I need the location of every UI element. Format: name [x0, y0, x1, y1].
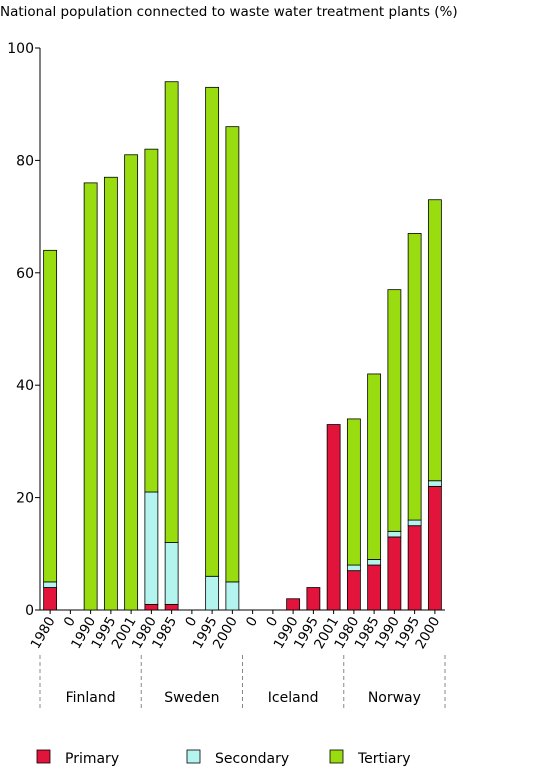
- bar-primary: [326, 424, 341, 611]
- bar-primary: [367, 564, 382, 611]
- bar-secondary: [387, 530, 402, 538]
- bar-tertiary: [83, 182, 98, 611]
- bars: [43, 81, 442, 611]
- y-tick-label: 80: [16, 153, 34, 169]
- bar-primary: [407, 525, 422, 611]
- bar-primary: [286, 598, 301, 611]
- bar-secondary: [346, 564, 361, 572]
- y-tick-label: 100: [7, 41, 34, 57]
- x-tick-label: 0: [182, 614, 200, 629]
- legend-label-secondary: Secondary: [215, 751, 289, 767]
- legend-label-tertiary: Tertiary: [357, 751, 411, 767]
- x-tick-label: 0: [243, 614, 261, 629]
- bar-secondary: [225, 581, 240, 611]
- bar-primary: [43, 587, 58, 611]
- legend-swatch-primary: [36, 749, 51, 764]
- bar-secondary: [164, 542, 179, 605]
- legend-swatch-secondary: [186, 749, 201, 764]
- bar-primary: [387, 536, 402, 611]
- legend: Primary Secondary Tertiary: [36, 749, 411, 767]
- bar-primary: [427, 485, 442, 611]
- x-tick-label: 0: [263, 614, 281, 629]
- x-tick-label: 0: [61, 614, 79, 629]
- y-tick-label: 20: [16, 491, 34, 507]
- bar-primary: [346, 570, 361, 611]
- bar-tertiary: [346, 418, 361, 566]
- bar-tertiary: [103, 176, 118, 611]
- legend-label-primary: Primary: [65, 751, 119, 767]
- bar-secondary: [427, 480, 442, 487]
- bar-tertiary: [43, 249, 58, 583]
- y-tick-label: 0: [25, 603, 34, 619]
- bar-tertiary: [124, 154, 139, 611]
- bar-primary: [306, 587, 321, 611]
- group-label-finland: Finland: [66, 690, 116, 706]
- bar-tertiary: [407, 233, 422, 521]
- bar-primary: [164, 603, 179, 611]
- bar-tertiary: [205, 86, 220, 577]
- bar-tertiary: [225, 126, 240, 583]
- x-tick-label: 1980: [28, 614, 59, 652]
- bar-secondary: [367, 559, 382, 566]
- bar-tertiary: [387, 289, 402, 532]
- bar-tertiary: [427, 199, 442, 482]
- bar-tertiary: [164, 81, 179, 543]
- group-label-sweden: Sweden: [164, 690, 219, 706]
- bar-secondary: [205, 575, 220, 611]
- bar-primary: [144, 603, 159, 611]
- y-tick-label: 40: [16, 378, 34, 394]
- bar-tertiary: [144, 148, 159, 493]
- legend-swatch-tertiary: [329, 749, 344, 764]
- bar-tertiary: [367, 373, 382, 560]
- bar-secondary: [407, 519, 422, 527]
- bar-secondary: [43, 581, 58, 588]
- bar-secondary: [144, 491, 159, 605]
- group-labels: Finland Sweden Iceland Norway: [39, 655, 446, 708]
- chart-title: National population connected to waste w…: [0, 4, 458, 20]
- group-label-norway: Norway: [368, 690, 421, 706]
- group-label-iceland: Iceland: [268, 690, 319, 706]
- y-tick-label: 60: [16, 266, 34, 282]
